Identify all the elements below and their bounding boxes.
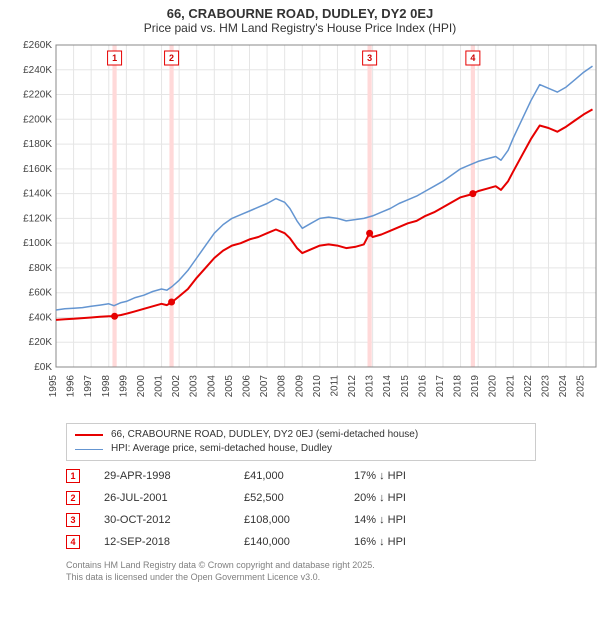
footer-notice: Contains HM Land Registry data © Crown c… <box>66 559 594 583</box>
chart-title: 66, CRABOURNE ROAD, DUDLEY, DY2 0EJ <box>6 6 594 21</box>
transaction-badge: 3 <box>66 513 80 527</box>
svg-text:4: 4 <box>470 53 475 63</box>
svg-text:£260K: £260K <box>23 40 52 51</box>
svg-text:£40K: £40K <box>29 312 53 323</box>
svg-text:2007: 2007 <box>259 375 270 398</box>
svg-text:2025: 2025 <box>576 375 587 398</box>
chart-area: £0K £20K £40K £60K £80K £100K £120K £140K £160K £… <box>6 37 594 417</box>
svg-text:2024: 2024 <box>558 375 569 398</box>
svg-text:£80K: £80K <box>29 263 53 274</box>
transaction-price: £41,000 <box>244 470 354 482</box>
svg-text:2010: 2010 <box>312 375 323 398</box>
transaction-price: £108,000 <box>244 514 354 526</box>
svg-text:2018: 2018 <box>453 375 464 398</box>
svg-text:2017: 2017 <box>435 375 446 398</box>
svg-text:2014: 2014 <box>382 375 393 398</box>
svg-text:2005: 2005 <box>224 375 235 398</box>
transaction-date: 29-APR-1998 <box>104 470 244 482</box>
svg-text:2004: 2004 <box>206 375 217 398</box>
svg-text:£100K: £100K <box>23 238 52 249</box>
transaction-row: 1 29-APR-1998£41,00017% ↓ HPI <box>66 465 594 487</box>
svg-text:1999: 1999 <box>118 375 129 398</box>
svg-text:2006: 2006 <box>241 375 252 398</box>
transaction-row: 4 12-SEP-2018£140,00016% ↓ HPI <box>66 531 594 553</box>
svg-text:2008: 2008 <box>277 375 288 398</box>
legend: 66, CRABOURNE ROAD, DUDLEY, DY2 0EJ (sem… <box>66 423 536 461</box>
svg-text:2012: 2012 <box>347 375 358 398</box>
footer-line: Contains HM Land Registry data © Crown c… <box>66 559 594 571</box>
svg-text:3: 3 <box>367 53 372 63</box>
svg-text:2000: 2000 <box>136 375 147 398</box>
legend-item: HPI: Average price, semi-detached house,… <box>75 442 527 456</box>
titles: 66, CRABOURNE ROAD, DUDLEY, DY2 0EJ Pric… <box>6 6 594 35</box>
svg-text:£20K: £20K <box>29 337 53 348</box>
svg-text:1: 1 <box>112 53 117 63</box>
svg-text:2009: 2009 <box>294 375 305 398</box>
svg-text:£60K: £60K <box>29 288 53 299</box>
svg-text:2013: 2013 <box>365 375 376 398</box>
svg-text:£180K: £180K <box>23 139 52 150</box>
legend-label: 66, CRABOURNE ROAD, DUDLEY, DY2 0EJ (sem… <box>111 428 418 442</box>
svg-text:£200K: £200K <box>23 114 52 125</box>
svg-text:1997: 1997 <box>83 375 94 398</box>
transaction-date: 12-SEP-2018 <box>104 536 244 548</box>
transaction-diff: 20% ↓ HPI <box>354 492 474 504</box>
svg-text:2022: 2022 <box>523 375 534 398</box>
svg-text:2020: 2020 <box>488 375 499 398</box>
transaction-row: 2 26-JUL-2001£52,50020% ↓ HPI <box>66 487 594 509</box>
legend-swatch <box>75 434 103 436</box>
legend-item: 66, CRABOURNE ROAD, DUDLEY, DY2 0EJ (sem… <box>75 428 527 442</box>
svg-text:2: 2 <box>169 53 174 63</box>
svg-text:2011: 2011 <box>329 375 340 397</box>
chart-container: 66, CRABOURNE ROAD, DUDLEY, DY2 0EJ Pric… <box>0 0 600 620</box>
transactions-table: 1 29-APR-1998£41,00017% ↓ HPI 2 26-JUL-2001… <box>66 465 594 553</box>
footer-line: This data is licensed under the Open Gov… <box>66 571 594 583</box>
svg-text:2015: 2015 <box>400 375 411 398</box>
svg-text:2021: 2021 <box>505 375 516 398</box>
transaction-badge: 2 <box>66 491 80 505</box>
svg-text:2016: 2016 <box>417 375 428 398</box>
transaction-diff: 17% ↓ HPI <box>354 470 474 482</box>
svg-text:£220K: £220K <box>23 90 52 101</box>
svg-text:£240K: £240K <box>23 65 52 76</box>
transaction-badge: 1 <box>66 469 80 483</box>
svg-text:2003: 2003 <box>189 375 200 398</box>
svg-text:1996: 1996 <box>66 375 77 398</box>
svg-text:£0K: £0K <box>34 362 52 373</box>
svg-text:2002: 2002 <box>171 375 182 398</box>
transaction-price: £52,500 <box>244 492 354 504</box>
svg-text:2023: 2023 <box>541 375 552 398</box>
chart-subtitle: Price paid vs. HM Land Registry's House … <box>6 21 594 35</box>
transaction-diff: 14% ↓ HPI <box>354 514 474 526</box>
transaction-badge: 4 <box>66 535 80 549</box>
svg-text:2019: 2019 <box>470 375 481 398</box>
legend-label: HPI: Average price, semi-detached house,… <box>111 442 332 456</box>
svg-text:£120K: £120K <box>23 213 52 224</box>
transaction-price: £140,000 <box>244 536 354 548</box>
svg-text:2001: 2001 <box>154 375 165 398</box>
transaction-date: 30-OCT-2012 <box>104 514 244 526</box>
transaction-diff: 16% ↓ HPI <box>354 536 474 548</box>
svg-text:1998: 1998 <box>101 375 112 398</box>
line-chart: £0K £20K £40K £60K £80K £100K £120K £140K £160K £… <box>6 37 600 417</box>
legend-swatch <box>75 449 103 450</box>
svg-text:£160K: £160K <box>23 164 52 175</box>
svg-text:£140K: £140K <box>23 189 52 200</box>
svg-text:1995: 1995 <box>48 375 59 398</box>
transaction-row: 3 30-OCT-2012£108,00014% ↓ HPI <box>66 509 594 531</box>
transaction-date: 26-JUL-2001 <box>104 492 244 504</box>
